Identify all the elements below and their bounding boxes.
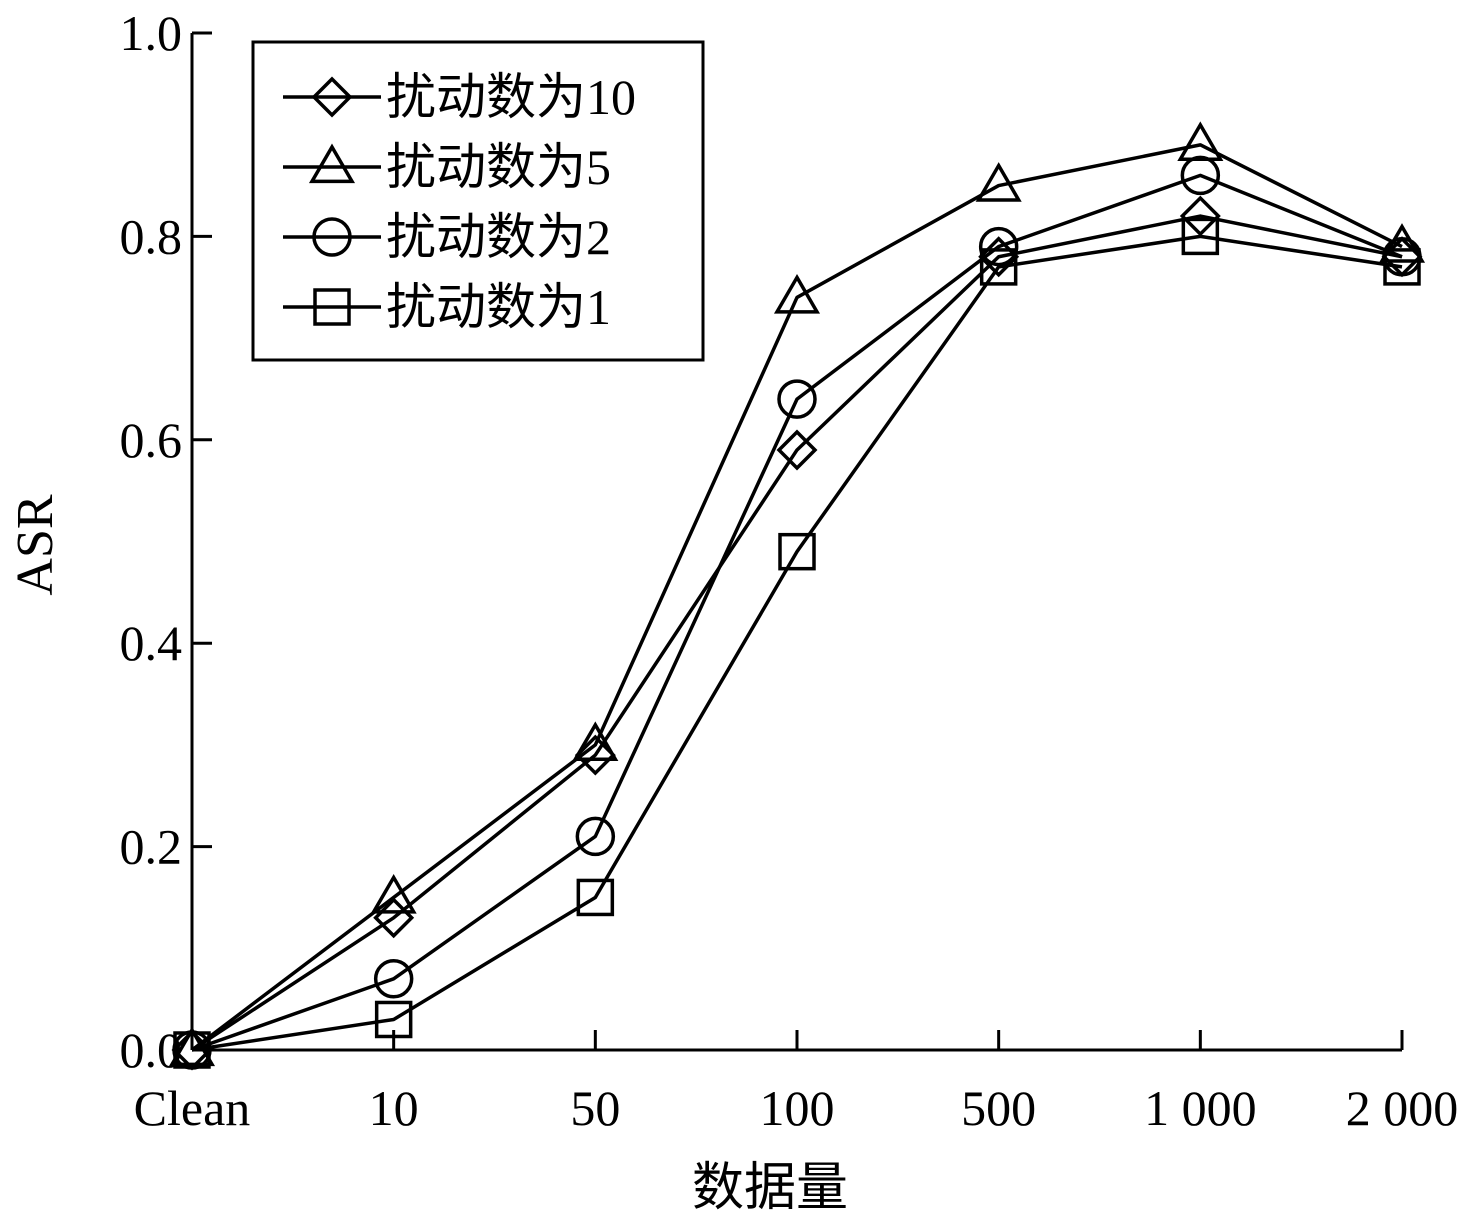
x-tick-label: 1 000 [1144,1080,1257,1136]
marker-circle [312,217,352,257]
x-axis-label: 数据量 [692,1160,848,1217]
marker-triangle [572,721,619,762]
marker-triangle [773,273,821,314]
legend-label: 扰动数为1 [386,279,611,335]
marker-diamond [311,76,353,118]
marker-circle [777,379,817,419]
series-line [191,173,1403,1052]
marker-square [374,1000,413,1039]
marker-square [173,1031,211,1069]
marker-square [576,878,615,917]
legend-label: 扰动数为10 [386,69,636,125]
marker-triangle [1177,121,1224,162]
marker-circle [373,959,414,999]
marker-square [778,532,816,571]
x-tick-label: 10 [369,1080,419,1136]
series-line [190,143,1403,1052]
y-tick-label: 0.4 [120,615,183,671]
legend-item: 扰动数为1 [283,279,611,335]
marker-diamond [1179,195,1221,237]
marker-diamond [776,429,818,471]
x-tick-label: 500 [961,1080,1036,1136]
marker-square [979,248,1018,286]
legend: 扰动数为10 扰动数为5 扰动数为2 扰动数为1 [251,40,705,362]
marker-square [1383,248,1421,286]
x-tick-label: 100 [760,1080,835,1136]
y-tick-label: 1.0 [120,5,183,61]
x-tick-label: 2 000 [1346,1080,1459,1136]
marker-triangle [308,143,356,184]
marker-diamond [574,734,616,776]
marker-circle [978,226,1019,267]
series-layer [168,121,1426,1071]
marker-square [313,288,351,326]
legend-item: 扰动数为2 [283,209,611,265]
legend-item: 扰动数为10 [283,69,636,125]
marker-circle [1180,155,1221,196]
marker-triangle [975,162,1022,202]
marker-circle [575,816,616,857]
marker-square [1181,217,1220,256]
y-tick-label: 0.8 [120,208,183,264]
legend-label: 扰动数为5 [386,139,611,195]
series-line [191,234,1403,1052]
series-line [191,214,1403,1052]
legend-label: 扰动数为2 [386,209,611,265]
y-axis-label: ASR [7,494,64,595]
y-tick-label: 0.2 [120,819,183,875]
series-4 [173,217,1421,1069]
y-tick-label: 0.6 [120,412,183,468]
x-tick-label: 50 [570,1080,620,1136]
x-tick-label: Clean [134,1080,251,1136]
legend-item: 扰动数为5 [283,139,611,195]
marker-triangle [370,873,417,914]
